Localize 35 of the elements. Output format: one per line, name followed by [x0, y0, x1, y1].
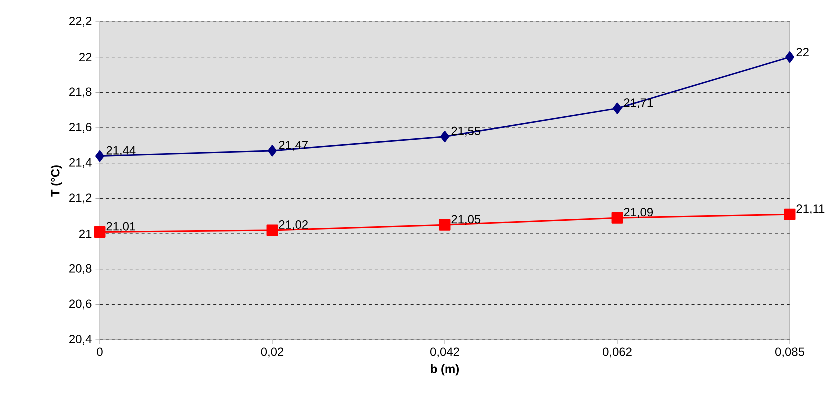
x-axis-title: b (m)	[431, 364, 460, 376]
y-tick-label: 20,4	[70, 335, 92, 345]
data-label: 21,47	[279, 141, 308, 151]
y-tick-label: 21,4	[70, 158, 92, 168]
point	[786, 52, 794, 64]
y-tick-label: 21,8	[70, 88, 92, 98]
point	[440, 131, 450, 143]
x-tick-label: 0,085	[776, 348, 804, 358]
point	[266, 224, 278, 236]
point	[612, 212, 624, 224]
x-tick-label: 0	[97, 348, 103, 356]
data-label: 21,01	[106, 222, 136, 232]
data-label: 22	[796, 48, 809, 57]
y-tick-label: 20,8	[70, 264, 92, 274]
point	[439, 219, 451, 231]
y-tick-label: 22	[80, 53, 92, 62]
point	[96, 150, 104, 162]
x-tick-label: 0,02	[261, 348, 284, 358]
y-tick-label: 22,2	[70, 17, 92, 27]
point	[613, 102, 622, 114]
point	[94, 226, 106, 238]
data-label: 21,44	[106, 146, 136, 156]
y-tick-label: 21	[80, 230, 92, 238]
point	[268, 145, 277, 157]
x-tick-label: 0,062	[603, 348, 632, 358]
y-tick-label: 21,2	[70, 194, 92, 204]
data-label: 21,11	[796, 204, 825, 215]
data-label: 21,09	[624, 208, 654, 218]
y-axis-title: T (°C)	[50, 166, 62, 197]
y-tick-label: 21,6	[70, 123, 92, 133]
data-label: 21,02	[279, 220, 308, 230]
data-label: 21,05	[452, 215, 481, 226]
point	[784, 208, 796, 220]
y-tick-label: 20,6	[70, 300, 92, 310]
x-tick-label: 0,042	[430, 348, 460, 358]
